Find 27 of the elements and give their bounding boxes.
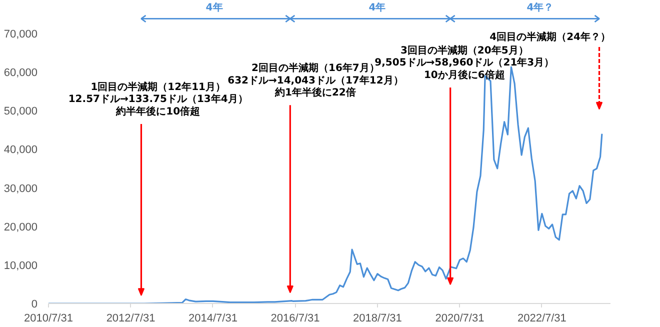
- y-tick-label: 30,000: [4, 182, 38, 195]
- annotation: 632ドル→14,043ドル（17年12月）: [228, 74, 404, 86]
- y-tick-label: 0: [31, 298, 38, 310]
- x-tick-label: 2020/7/31: [435, 312, 484, 324]
- x-tick-label: 2014/7/31: [188, 312, 238, 324]
- text: 4年？: [526, 1, 554, 14]
- annotation: 4回目の半減期（24年？）: [490, 31, 610, 44]
- x-tick-label: 2016/7/31: [270, 312, 320, 324]
- x-tick-label: 2018/7/31: [352, 312, 402, 324]
- text: 4年: [206, 1, 223, 14]
- annotation: 1回目の半減期（12年11月）: [90, 81, 226, 94]
- annotation: 3回目の半減期（20年5月）: [400, 44, 528, 57]
- x-tick-label: 2012/7/31: [106, 312, 156, 324]
- y-tick-label: 10,000: [4, 260, 38, 272]
- annotation: 9,505ドル→58,960ドル（21年3月）: [374, 56, 554, 69]
- y-tick-label: 70,000: [4, 28, 38, 41]
- y-tick-label: 50,000: [4, 106, 38, 118]
- annotation: 12.57ドル→133.75ドル（13年4月）: [68, 93, 248, 106]
- annotation: 10か月後に6倍超: [424, 68, 505, 81]
- y-tick-label: 60,000: [4, 67, 38, 80]
- text: 4年: [368, 1, 386, 14]
- x-tick-label: 2010/7/31: [24, 312, 73, 324]
- y-tick-label: 20,000: [4, 221, 38, 234]
- annotation: 約1年半後に22倍: [274, 86, 356, 98]
- y-tick-label: 40,000: [4, 144, 38, 156]
- annotation: 約半年後に10倍超: [115, 105, 200, 118]
- x-tick-label: 2022/7/31: [517, 312, 566, 324]
